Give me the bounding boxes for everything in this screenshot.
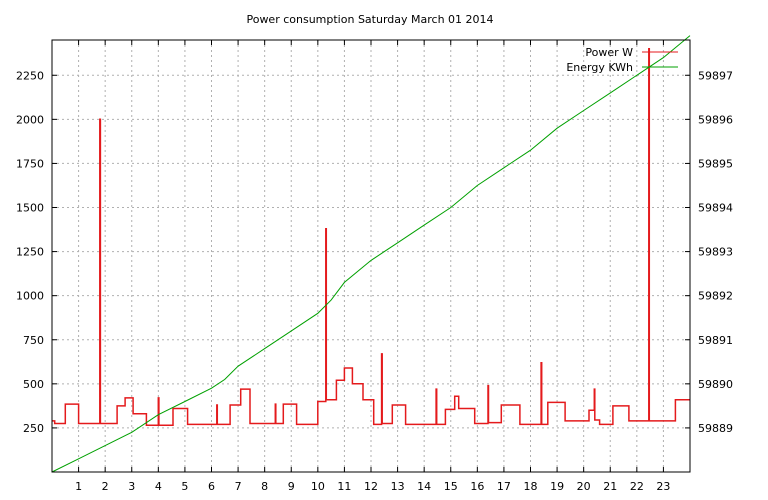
x-tick-label: 3 xyxy=(128,480,135,493)
y2-tick-label: 59890 xyxy=(698,378,733,391)
x-tick-label: 23 xyxy=(656,480,670,493)
y-tick-label: 2250 xyxy=(16,69,44,82)
y-tick-label: 500 xyxy=(23,378,44,391)
y2-tick-label: 59893 xyxy=(698,246,733,259)
x-tick-label: 15 xyxy=(444,480,458,493)
y-tick-label: 1750 xyxy=(16,157,44,170)
x-tick-label: 4 xyxy=(155,480,162,493)
x-tick-label: 2 xyxy=(102,480,109,493)
x-tick-label: 18 xyxy=(524,480,538,493)
x-tick-label: 10 xyxy=(311,480,325,493)
x-axis-ticks: 1 2 3 4 5 6 7 8 9 10 11 12 13 14 15 16 17 18 19 20 21 22 23 xyxy=(75,40,670,493)
x-tick-label: 16 xyxy=(470,480,484,493)
grid-lines xyxy=(52,40,690,472)
x-tick-label: 12 xyxy=(364,480,378,493)
x-tick-label: 11 xyxy=(337,480,351,493)
y2-tick-label: 59897 xyxy=(698,69,733,82)
chart-title: Power consumption Saturday March 01 2014 xyxy=(246,13,493,26)
y-tick-label: 750 xyxy=(23,334,44,347)
x-tick-label: 6 xyxy=(208,480,215,493)
y2-tick-label: 59894 xyxy=(698,202,733,215)
y2-tick-label: 59892 xyxy=(698,290,733,303)
y-tick-label: 1500 xyxy=(16,202,44,215)
x-tick-label: 19 xyxy=(550,480,564,493)
y-tick-label: 1250 xyxy=(16,246,44,259)
legend-label-power: Power W xyxy=(585,46,633,59)
y2-tick-label: 59891 xyxy=(698,334,733,347)
y2-tick-label: 59895 xyxy=(698,157,733,170)
plot-frame xyxy=(51,39,691,473)
x-tick-label: 1 xyxy=(75,480,82,493)
x-tick-label: 17 xyxy=(497,480,511,493)
x-tick-label: 8 xyxy=(261,480,268,493)
y-tick-label: 2000 xyxy=(16,113,44,126)
y2-axis-ticks: 59889 59890 59891 59892 59893 59894 59895 59896… xyxy=(685,69,733,435)
x-tick-label: 7 xyxy=(235,480,242,493)
x-tick-label: 20 xyxy=(577,480,591,493)
x-tick-label: 21 xyxy=(603,480,617,493)
series-lines xyxy=(51,35,691,473)
x-tick-label: 5 xyxy=(181,480,188,493)
legend: Power W Energy KWh xyxy=(566,46,678,74)
x-tick-label: 14 xyxy=(417,480,431,493)
legend-label-energy: Energy KWh xyxy=(566,61,633,74)
power-series-line xyxy=(52,48,690,427)
y2-tick-label: 59896 xyxy=(698,113,733,126)
x-tick-label: 9 xyxy=(288,480,295,493)
x-tick-label: 22 xyxy=(630,480,644,493)
y2-tick-label: 59889 xyxy=(698,422,733,435)
x-tick-label: 13 xyxy=(391,480,405,493)
y-axis-ticks: 250 500 750 1000 1250 1500 1750 2000 2250 xyxy=(16,69,57,435)
energy-series-line xyxy=(51,35,691,473)
y-tick-label: 250 xyxy=(23,422,44,435)
y-tick-label: 1000 xyxy=(16,290,44,303)
